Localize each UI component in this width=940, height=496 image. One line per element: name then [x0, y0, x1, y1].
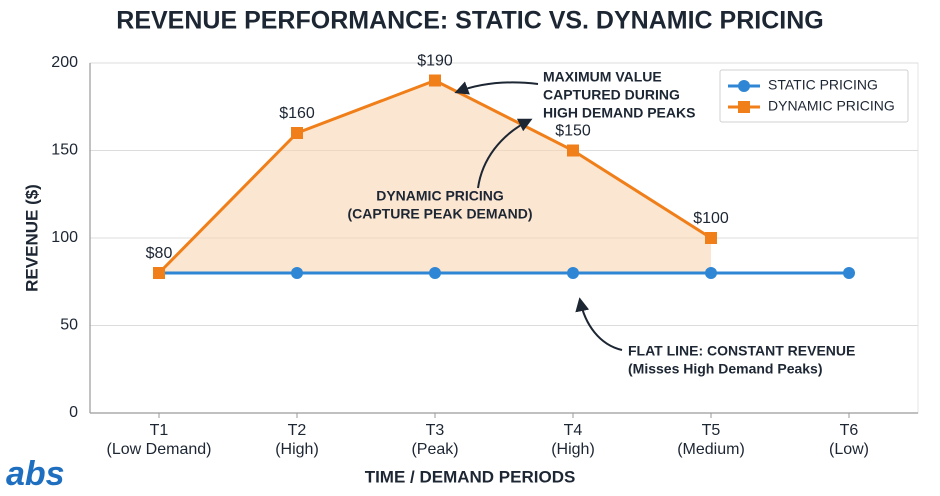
- y-tick-label: 200: [51, 54, 78, 71]
- annotation: CAPTURED DURING: [543, 87, 680, 103]
- legend-marker: [738, 80, 750, 92]
- legend-marker: [738, 101, 750, 113]
- x-tick-detail: (Peak): [411, 441, 458, 458]
- annotation-arrow: [477, 118, 533, 189]
- annotation: MAXIMUM VALUE: [543, 69, 662, 85]
- x-tick-detail: (Low): [829, 441, 869, 458]
- x-tick-label: T1: [150, 422, 169, 439]
- x-tick-label: T2: [288, 422, 307, 439]
- annotation: FLAT LINE: CONSTANT REVENUE: [628, 343, 855, 359]
- y-axis-title: REVENUE ($): [22, 184, 41, 292]
- data-label: $190: [417, 53, 453, 70]
- point: [843, 267, 855, 279]
- x-tick-label: T3: [426, 422, 445, 439]
- point: [291, 127, 303, 139]
- shaded-area: [159, 80, 711, 273]
- data-label: $160: [279, 105, 315, 122]
- logo: abs: [6, 455, 65, 493]
- point: [567, 267, 579, 279]
- x-tick-label: T5: [702, 422, 721, 439]
- data-label: $80: [146, 245, 173, 262]
- y-tick-label: 150: [51, 142, 78, 159]
- annotation-arrow: [454, 81, 539, 95]
- chart-title: REVENUE PERFORMANCE: STATIC VS. DYNAMIC …: [116, 7, 823, 35]
- point: [567, 144, 579, 157]
- data-label: $150: [555, 123, 591, 140]
- point: [429, 74, 441, 87]
- point: [705, 267, 717, 279]
- data-label: $100: [693, 210, 729, 227]
- x-tick-detail: (High): [275, 441, 319, 458]
- point: [705, 232, 717, 244]
- point: [153, 267, 165, 279]
- y-tick-label: 50: [60, 317, 78, 334]
- legend-label: DYNAMIC PRICING: [768, 98, 895, 114]
- annotation-arrow: [575, 297, 623, 351]
- plot-area: 0 50 100 150 200 T1 (Low Demand) T2 (High) T3 (Pea…: [51, 53, 919, 458]
- x-tick-label: T6: [840, 422, 859, 439]
- legend-label: STATIC PRICING: [768, 77, 878, 93]
- point: [291, 267, 303, 279]
- legend-box: [719, 69, 909, 123]
- y-tick-label: 100: [51, 229, 78, 246]
- x-tick-detail: (Low Demand): [107, 441, 212, 458]
- y-tick-label: 0: [69, 404, 78, 421]
- annotation: HIGH DEMAND PEAKS: [543, 105, 695, 121]
- annotation: (CAPTURE PEAK DEMAND): [347, 206, 532, 222]
- x-axis-title: TIME / DEMAND PERIODS: [365, 467, 576, 486]
- annotation: DYNAMIC PRICING: [376, 188, 504, 204]
- annotation: (Misses High Demand Peaks): [628, 361, 823, 377]
- x-tick-detail: (Medium): [677, 441, 745, 458]
- x-tick-detail: (High): [551, 441, 595, 458]
- point: [429, 267, 441, 279]
- x-tick-label: T4: [564, 422, 583, 439]
